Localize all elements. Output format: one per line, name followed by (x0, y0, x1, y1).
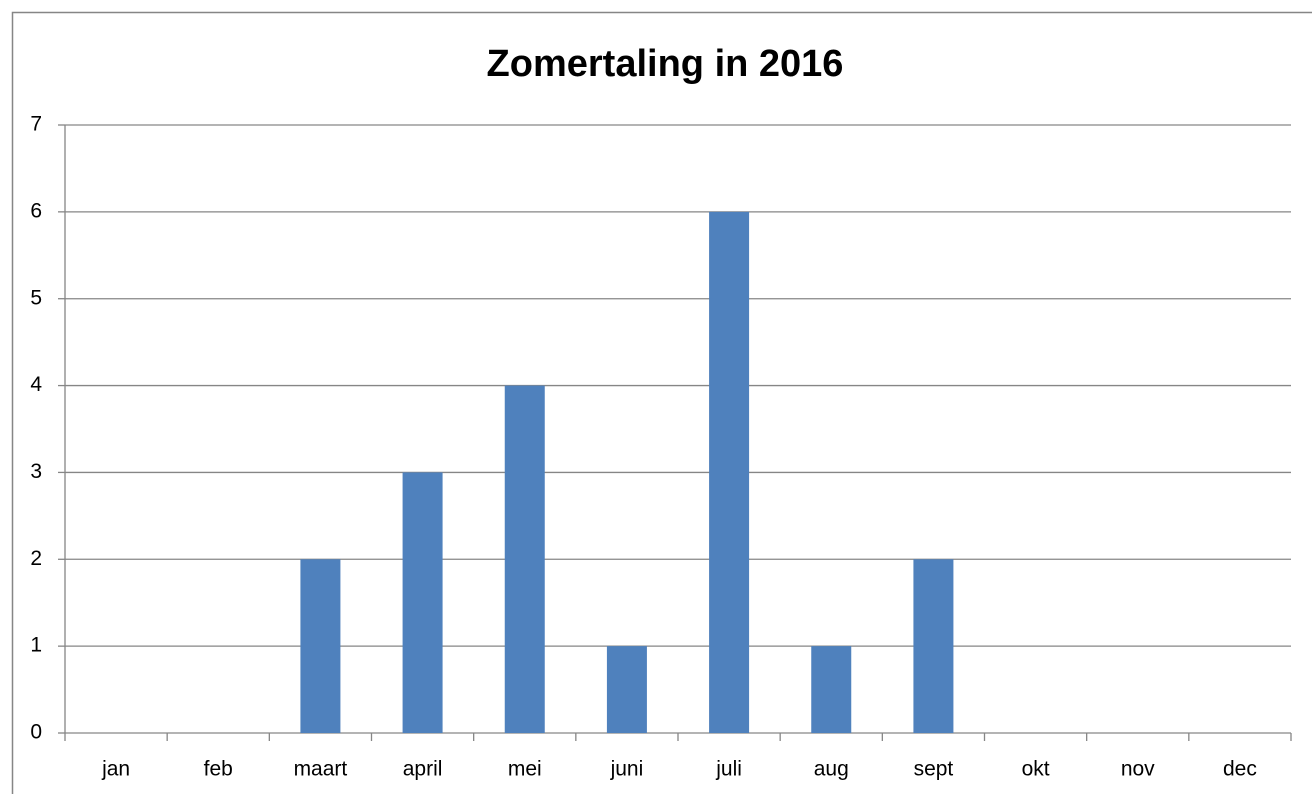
y-tick-label: 6 (30, 199, 42, 222)
x-tick-label: juli (715, 758, 742, 781)
x-tick-label: nov (1121, 758, 1155, 781)
chart-frame (11, 11, 1312, 794)
bar (402, 472, 443, 733)
x-tick-label: dec (1223, 758, 1257, 781)
x-tick-label: april (403, 758, 443, 781)
bar (504, 385, 545, 733)
x-tick-label: maart (294, 758, 348, 781)
bar (606, 646, 647, 733)
x-tick-label: juni (610, 758, 644, 781)
y-tick-label: 1 (30, 634, 42, 657)
bar (709, 211, 750, 733)
chart-title: Zomertaling in 2016 (487, 43, 844, 85)
y-tick-label: 5 (30, 286, 42, 309)
y-tick-label: 7 (30, 113, 42, 136)
y-tick-label: 4 (30, 373, 42, 396)
y-tick-label: 3 (30, 460, 42, 483)
y-tick-label: 0 (30, 721, 42, 744)
x-tick-label: sept (914, 758, 954, 781)
bar (811, 646, 852, 733)
x-tick-label: okt (1022, 758, 1050, 781)
bar (913, 559, 954, 733)
x-tick-label: jan (101, 758, 130, 781)
x-tick-label: aug (814, 758, 849, 781)
x-tick-label: feb (204, 758, 233, 781)
y-tick-label: 2 (30, 547, 42, 570)
bar (300, 559, 341, 733)
x-tick-label: mei (508, 758, 542, 781)
